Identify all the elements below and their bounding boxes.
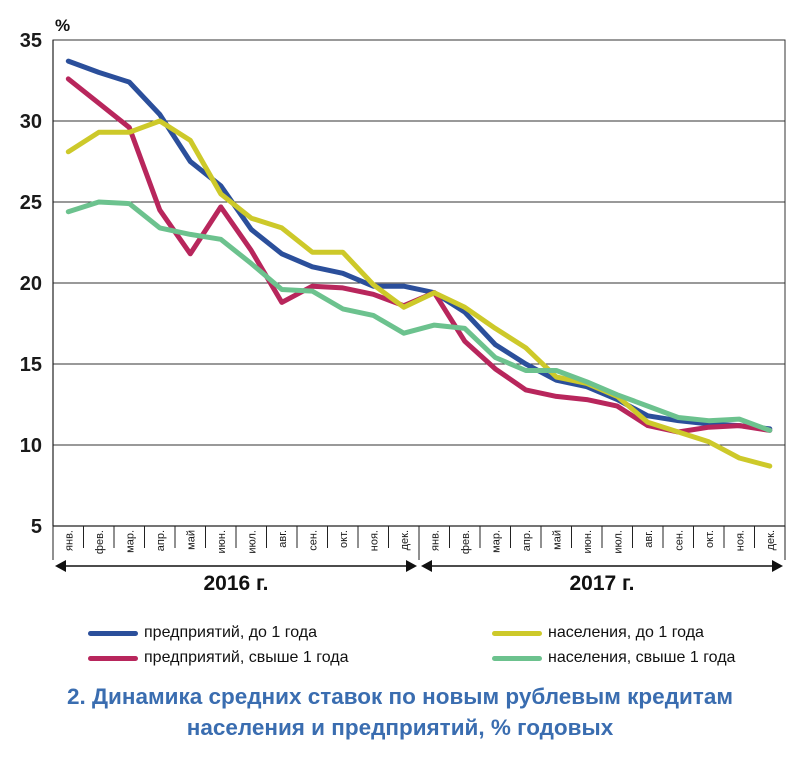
y-tick-label: 5 <box>31 516 42 538</box>
year-label: 2016 г. <box>203 572 268 595</box>
year-groups: 2016 г. 2017 г. <box>55 560 783 595</box>
x-tick-label: фев. <box>94 530 106 554</box>
legend-item-households-short: населения, до 1 года <box>492 620 704 646</box>
legend-item-enterprises-long: предприятий, свыше 1 года <box>88 645 349 671</box>
chart-caption: 2. Динамика средних ставок по новым рубл… <box>0 681 800 743</box>
legend: предприятий, до 1 года населения, до 1 г… <box>0 618 800 678</box>
y-tick-labels: 5 10 15 20 25 30 35 <box>20 30 42 538</box>
x-tick-label: сен. <box>673 530 685 551</box>
x-tick-label: апр. <box>155 530 167 551</box>
series-lines <box>65 58 773 469</box>
x-tick-label: окт. <box>338 530 350 548</box>
legend-item-enterprises-short: предприятий, до 1 года <box>88 620 317 646</box>
x-tick-label: ноя. <box>734 530 746 551</box>
legend-swatch <box>492 655 542 661</box>
x-tick-label: дек. <box>765 530 777 550</box>
x-tick-label: авг. <box>277 530 289 548</box>
legend-label: населения, свыше 1 года <box>548 649 736 666</box>
y-tick-label: 30 <box>20 111 42 133</box>
x-tick-label: авг. <box>643 530 655 548</box>
line-chart: % 5 10 15 20 25 30 35 янв. фев. мар. апр. май июн. и… <box>20 16 786 595</box>
x-tick-label: июн. <box>582 530 594 554</box>
legend-item-households-long: населения, свыше 1 года <box>492 645 735 671</box>
y-tick-label: 25 <box>20 192 42 214</box>
x-tick-label: сен. <box>307 530 319 551</box>
legend-swatch <box>88 655 138 661</box>
x-tick-label: июн. <box>216 530 228 554</box>
legend-swatch <box>88 630 138 636</box>
x-tick-label: окт. <box>704 530 716 548</box>
axes <box>52 40 786 560</box>
series-line <box>65 199 773 433</box>
arrowhead-right <box>772 560 783 572</box>
caption-line-2: населения и предприятий, % годовых <box>186 715 614 740</box>
x-tick-label: фев. <box>460 530 472 554</box>
year-label: 2017 г. <box>569 572 634 595</box>
x-tick-labels: янв. фев. мар. апр. май июн. июл. авг. сен. окт. н… <box>63 530 777 554</box>
caption-line-1: 2. Динамика средних ставок по новым рубл… <box>67 684 733 709</box>
x-tick-label: май <box>185 530 197 550</box>
x-tick-label: июл. <box>246 530 258 554</box>
x-tick-label: апр. <box>521 530 533 551</box>
series-line <box>65 58 773 432</box>
x-tick-label: янв. <box>429 530 441 551</box>
x-tick-label: янв. <box>63 530 75 551</box>
x-tick-label: июл. <box>612 530 624 554</box>
arrowhead-left <box>55 560 66 572</box>
x-tick-label: май <box>551 530 563 550</box>
x-tick-label: ноя. <box>368 530 380 551</box>
legend-label: предприятий, до 1 года <box>144 624 317 641</box>
y-tick-label: 10 <box>20 435 42 457</box>
y-tick-label: 35 <box>20 30 42 52</box>
series-line <box>65 118 773 469</box>
legend-swatch <box>492 630 542 636</box>
x-tick-label: мар. <box>490 530 502 553</box>
legend-label: населения, до 1 года <box>548 624 704 641</box>
y-tick-label: 20 <box>20 273 42 295</box>
x-tick-label: мар. <box>124 530 136 553</box>
arrowhead-left <box>421 560 432 572</box>
arrowhead-right <box>406 560 417 572</box>
x-tick-label: дек. <box>399 530 411 550</box>
y-tick-label: 15 <box>20 354 42 376</box>
y-unit-label: % <box>55 16 70 35</box>
legend-label: предприятий, свыше 1 года <box>144 649 349 666</box>
gridlines <box>52 39 786 527</box>
